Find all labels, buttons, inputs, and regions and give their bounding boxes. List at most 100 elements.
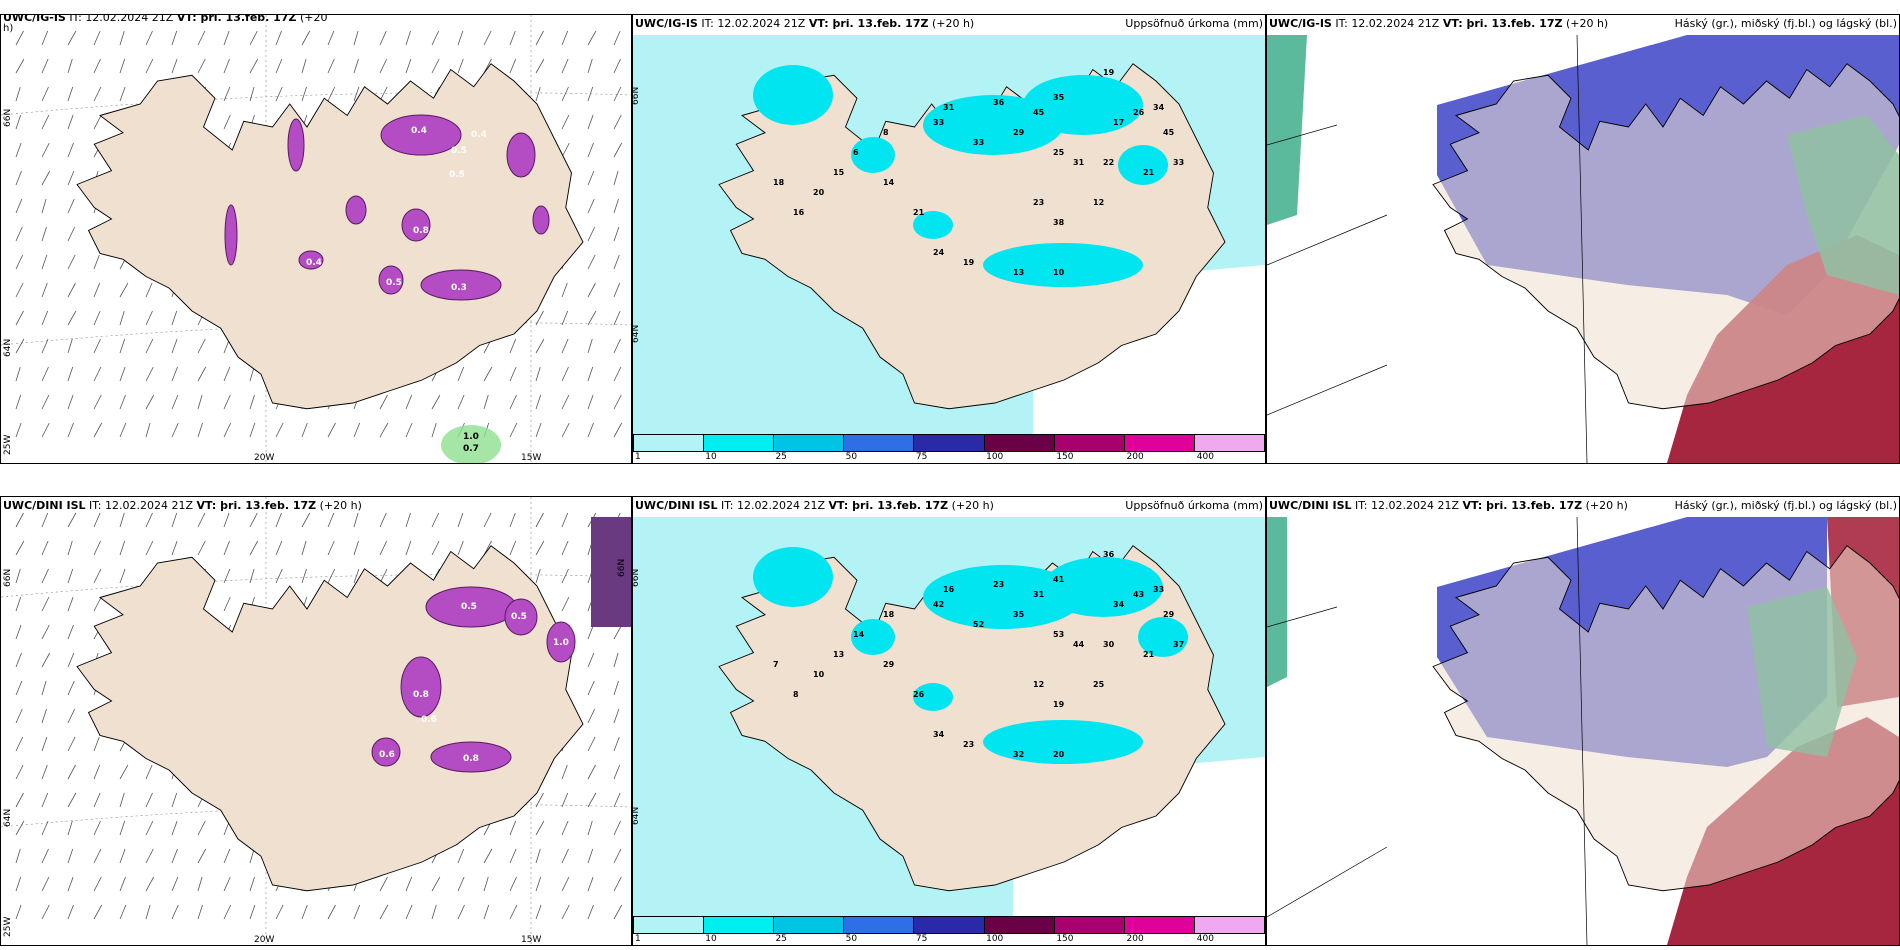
panel-top-right-clouds: UWC/IG-IS IT: 12.02.2024 21Z VT: þri. 13… (1266, 14, 1900, 464)
wind-barb (15, 58, 25, 74)
wind-barb (457, 394, 465, 410)
wind-barb (93, 876, 102, 892)
wind-barb (41, 338, 49, 354)
wind-barb (197, 848, 207, 864)
wind-barb (171, 30, 178, 46)
wind-barb (197, 820, 206, 836)
wind-barb (457, 904, 465, 920)
wind-barb (613, 114, 622, 130)
wind-barb (171, 876, 179, 892)
wind-barb (171, 540, 178, 556)
wind-barb (171, 338, 178, 354)
wind-barb (197, 512, 206, 528)
legend-swatch (704, 916, 775, 934)
wind-barb (93, 86, 102, 102)
wind-barb (119, 792, 125, 808)
wind-barb (431, 30, 440, 46)
wind-barb (41, 540, 49, 556)
legend-swatch (984, 916, 1055, 934)
precip-legend (633, 916, 1265, 934)
legend-tick-label: 150 (1056, 934, 1074, 944)
wind-barb (249, 568, 255, 584)
wind-barb (431, 422, 437, 438)
legend-tick-label: 100 (986, 934, 1004, 944)
wind-barb (561, 86, 569, 102)
wind-barb (67, 652, 75, 668)
precip-value-label: 34 (1153, 103, 1165, 112)
wind-barb (509, 58, 517, 74)
wind-barb (431, 904, 437, 920)
wind-barb (67, 170, 75, 186)
wind-barb (119, 820, 126, 836)
precip-value-label: 10 (813, 670, 825, 679)
wind-barb (171, 512, 178, 528)
wind-barb (457, 876, 465, 892)
wind-barb (119, 848, 126, 864)
precip-value-label: 33 (1153, 585, 1164, 594)
cloud-map (1267, 497, 1899, 945)
legend-swatch (704, 434, 775, 452)
wind-barb (561, 338, 569, 354)
wind-barb (15, 338, 25, 354)
wind-barb (197, 58, 206, 74)
wind-barb (41, 820, 49, 836)
wind-barb (67, 338, 73, 354)
wind-barb (561, 764, 568, 780)
precip-value-label: 23 (993, 580, 1004, 589)
wind-barb (119, 86, 126, 102)
wind-barb (509, 30, 516, 46)
wind-barb (41, 708, 47, 724)
wind-barb (327, 30, 335, 46)
wind-barb (249, 86, 255, 102)
wind-barb (171, 422, 179, 438)
wind-barb (405, 876, 413, 892)
wind-barb (587, 142, 594, 158)
wind-barb (405, 394, 413, 410)
wind-barb (561, 512, 569, 528)
wind-barb (457, 512, 464, 528)
wind-barb (275, 58, 283, 74)
wind-barb (613, 338, 621, 354)
wind-barb (587, 366, 594, 382)
wind-barb (249, 876, 255, 892)
precip-value-label: 36 (993, 98, 1005, 107)
wind-barb (67, 394, 74, 410)
precip-map: 16 23 31 41 36 34 43 33 42 52 35 53 44 30 21 29 37 12 19 25… (633, 517, 1265, 927)
wind-barb (67, 820, 73, 836)
wind-barb (327, 904, 336, 920)
wind-barb (171, 904, 179, 920)
wind-barb (561, 422, 570, 438)
wind-barb (145, 540, 154, 556)
wind-barb (15, 394, 22, 410)
wind-barb (15, 820, 25, 836)
wind-barb (613, 170, 619, 186)
wind-barb (41, 254, 48, 270)
precip-value-label: 25 (1093, 680, 1105, 689)
wind-barb (561, 876, 570, 892)
precip-value-label: 24 (933, 248, 945, 257)
wind-barb (379, 30, 387, 46)
wind-barb (587, 114, 594, 130)
wind-barb (93, 366, 102, 382)
wind-barb (223, 876, 231, 892)
wind-barb (15, 366, 21, 382)
wind-barb (405, 540, 412, 556)
wind-barb (587, 792, 597, 808)
wind-barb (379, 58, 388, 74)
wind-barb (613, 366, 622, 382)
wind-barb (41, 310, 49, 326)
wind-barb (223, 86, 231, 102)
wind-barb (197, 876, 203, 892)
panel-top-left-wind-precip: 0.4 0.5 0.5 0.4 0.8 0.5 0.4 0.3 1.0 0.7 … (0, 14, 632, 464)
wind-barb (67, 198, 75, 214)
wind-barb (249, 512, 258, 528)
wind-barb (15, 114, 22, 130)
precip-value-label: 29 (1013, 128, 1025, 137)
wind-barb (587, 708, 596, 724)
legend-tick-label: 200 (1126, 934, 1144, 944)
wind-barb (587, 422, 594, 438)
panel-bottom-left-wind-precip: 0.5 0.5 0.8 1.0 0.8 0.6 0.6 UWC/DINI ISL… (0, 496, 632, 946)
wind-barb (379, 422, 389, 438)
wind-barb (41, 764, 48, 780)
wind-barb (15, 512, 24, 528)
